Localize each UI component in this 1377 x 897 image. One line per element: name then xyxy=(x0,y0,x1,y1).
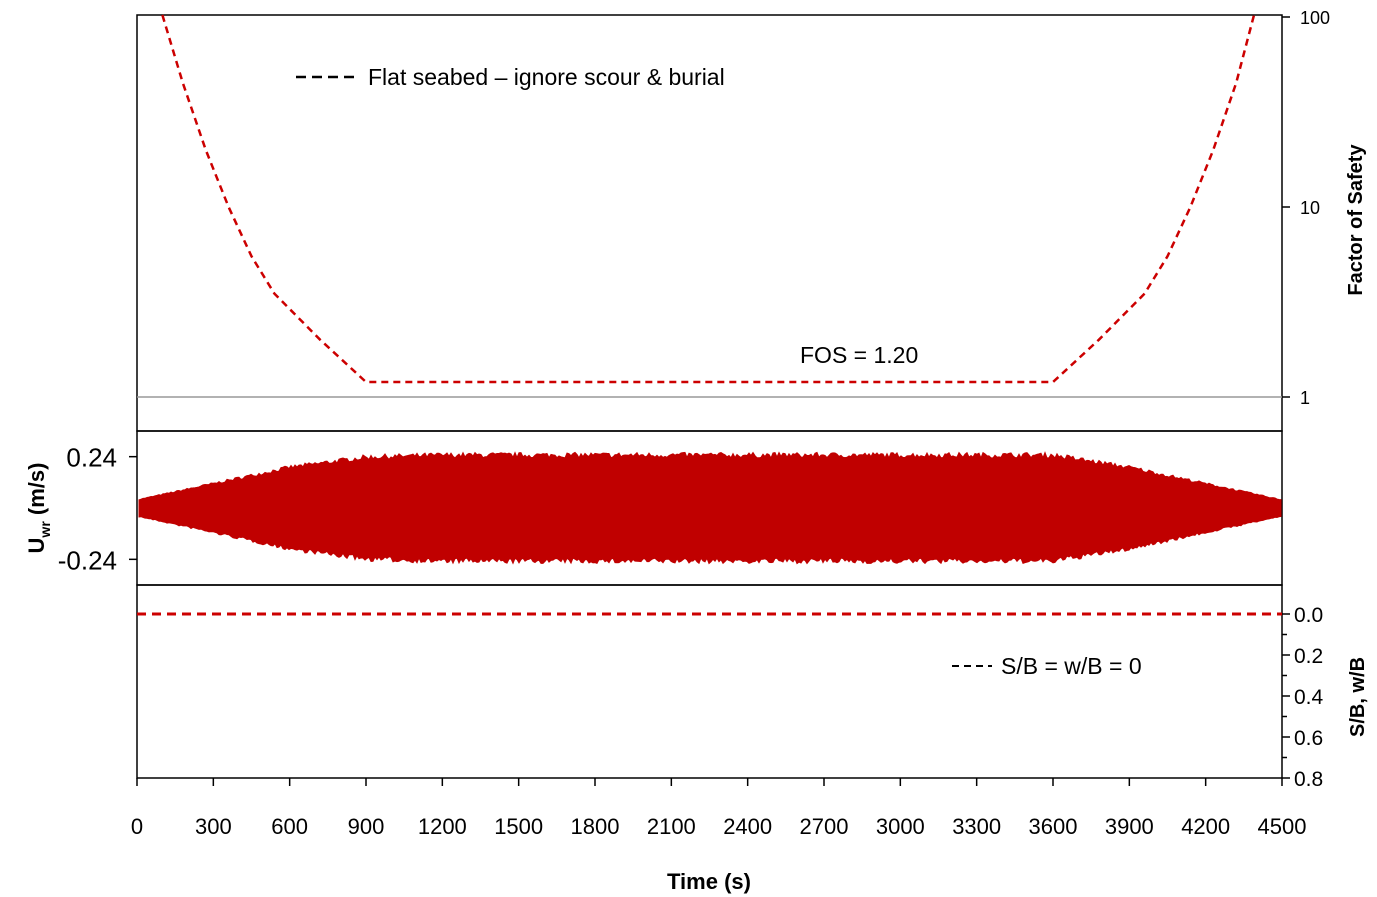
x-tick-label: 4200 xyxy=(1181,814,1230,839)
fos-legend: Flat seabed – ignore scour & burial xyxy=(296,64,725,90)
scour-axis-title: S/B, w/B xyxy=(1347,657,1369,737)
velocity-tick-label: 0.24 xyxy=(66,443,117,473)
scour-tick-label: 0.8 xyxy=(1294,768,1323,791)
x-tick-label: 3300 xyxy=(952,814,1001,839)
velocity-axis-main: U xyxy=(24,538,49,554)
scour-tick-label: 0.4 xyxy=(1294,686,1324,709)
velocity-axis-sub: wr xyxy=(37,521,53,539)
x-tick-label: 600 xyxy=(271,814,308,839)
velocity-axis-title: Uwr (m/s) xyxy=(24,463,53,554)
fos-tick-label: 1 xyxy=(1300,388,1310,408)
x-tick-label: 3900 xyxy=(1105,814,1154,839)
scour-tick-label: 0.2 xyxy=(1294,645,1323,668)
scour-tick-label: 0.0 xyxy=(1294,604,1323,627)
x-tick-label: 2400 xyxy=(723,814,772,839)
velocity-signal xyxy=(138,451,1282,565)
fos-series-line xyxy=(161,14,1256,384)
x-tick-label: 1200 xyxy=(418,814,467,839)
fos-legend-label: Flat seabed – ignore scour & burial xyxy=(368,64,725,90)
scour-tick-label: 0.6 xyxy=(1294,727,1323,750)
x-tick-label: 900 xyxy=(348,814,385,839)
x-tick-label: 3000 xyxy=(876,814,925,839)
panel-scour: 0.0 0.2 0.4 0.6 0.8 S/B = w/B = 0 S/B, w/B xyxy=(136,584,1369,791)
x-tick-label: 2700 xyxy=(800,814,849,839)
x-tick-label: 1800 xyxy=(571,814,620,839)
velocity-axis-unit-text: (m/s) xyxy=(24,463,49,516)
scour-legend-label: S/B = w/B = 0 xyxy=(1001,653,1142,679)
panel-velocity: 0.24 -0.24 Uwr (m/s) xyxy=(24,430,1283,586)
x-tick-label: 2100 xyxy=(647,814,696,839)
panel-fos: 100 10 1 Flat seabed – ignore scour & buri… xyxy=(136,8,1367,432)
x-axis-title: Time (s) xyxy=(667,869,751,894)
x-tick-label: 0 xyxy=(131,814,143,839)
fos-annotation: FOS = 1.20 xyxy=(800,342,918,368)
scour-legend: S/B = w/B = 0 xyxy=(952,653,1142,679)
x-tick-label: 300 xyxy=(195,814,232,839)
x-tick-label: 3600 xyxy=(1029,814,1078,839)
x-tick-label: 1500 xyxy=(494,814,543,839)
fos-axis-title: Factor of Safety xyxy=(1345,144,1367,296)
x-tick-label: 4500 xyxy=(1258,814,1307,839)
panel-scour-frame xyxy=(136,584,1283,779)
fos-tick-label: 10 xyxy=(1300,198,1320,218)
x-axis: 0 300 600 900 1200 1500 1800 2100 2400 2700 3000 33… xyxy=(131,778,1307,839)
velocity-tick-label: -0.24 xyxy=(58,545,117,575)
fos-tick-label: 100 xyxy=(1300,8,1330,28)
